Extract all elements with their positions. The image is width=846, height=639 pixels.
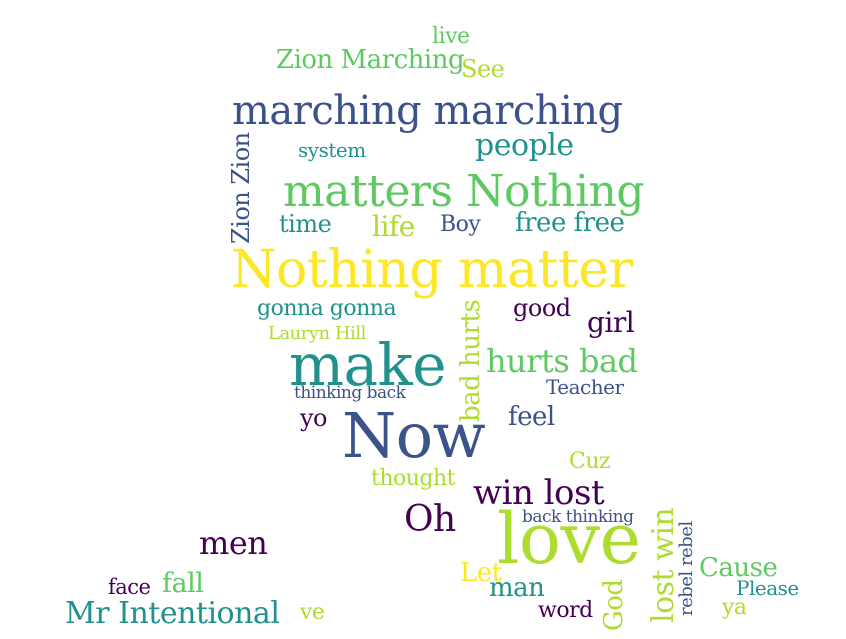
word-cuz: Cuz bbox=[569, 449, 611, 474]
word-face: face bbox=[108, 575, 151, 599]
word-back-thinking: back thinking bbox=[522, 507, 634, 527]
word-marching-marching: marching marching bbox=[232, 88, 623, 134]
word-yo: yo bbox=[300, 404, 328, 432]
word-fall: fall bbox=[162, 568, 204, 599]
word-free-free: free free bbox=[515, 208, 625, 238]
word-system: system bbox=[298, 138, 366, 162]
word-time: time bbox=[279, 210, 332, 238]
word-rebel-rebel: rebel rebel bbox=[676, 521, 697, 616]
word-nothing-matter: Nothing matter bbox=[231, 240, 633, 300]
word-win-lost: win lost bbox=[473, 473, 605, 513]
word-ve: ve bbox=[300, 600, 325, 625]
word-matters-nothing: matters Nothing bbox=[283, 166, 645, 217]
word-lost-win: lost win bbox=[646, 507, 681, 623]
word-thinking-back: thinking back bbox=[294, 383, 406, 403]
word-teacher: Teacher bbox=[546, 375, 624, 399]
word-see: See bbox=[461, 55, 505, 83]
word-god: God bbox=[599, 579, 629, 631]
word-ya: ya bbox=[722, 595, 747, 620]
word-oh: Oh bbox=[404, 499, 456, 540]
word-let: Let bbox=[460, 558, 502, 588]
word-gonna-gonna: gonna gonna bbox=[257, 296, 397, 321]
word-boy: Boy bbox=[440, 212, 481, 237]
word-zion-marching: Zion Marching bbox=[276, 45, 465, 75]
word-thought: thought bbox=[371, 466, 456, 491]
word-mr-intentional: Mr Intentional bbox=[65, 596, 280, 631]
word-girl: girl bbox=[587, 306, 635, 339]
word-people: people bbox=[475, 128, 574, 163]
word-make: make bbox=[289, 331, 447, 399]
word-please: Please bbox=[736, 576, 799, 600]
word-life: life bbox=[372, 210, 415, 243]
word-men: men bbox=[199, 524, 268, 562]
word-love: love bbox=[497, 498, 641, 580]
word-good: good bbox=[513, 294, 571, 322]
word-live: live bbox=[432, 24, 470, 49]
word-cause: Cause bbox=[699, 553, 778, 583]
word-feel: feel bbox=[508, 402, 555, 432]
word-hurts-bad: hurts bad bbox=[486, 342, 638, 380]
word-word: word bbox=[538, 598, 593, 623]
word-man: man bbox=[489, 573, 545, 603]
word-now: Now bbox=[342, 399, 486, 472]
word-lauryn-hill: Lauryn Hill bbox=[268, 323, 366, 344]
word-zion-zion: Zion Zion bbox=[227, 132, 255, 244]
